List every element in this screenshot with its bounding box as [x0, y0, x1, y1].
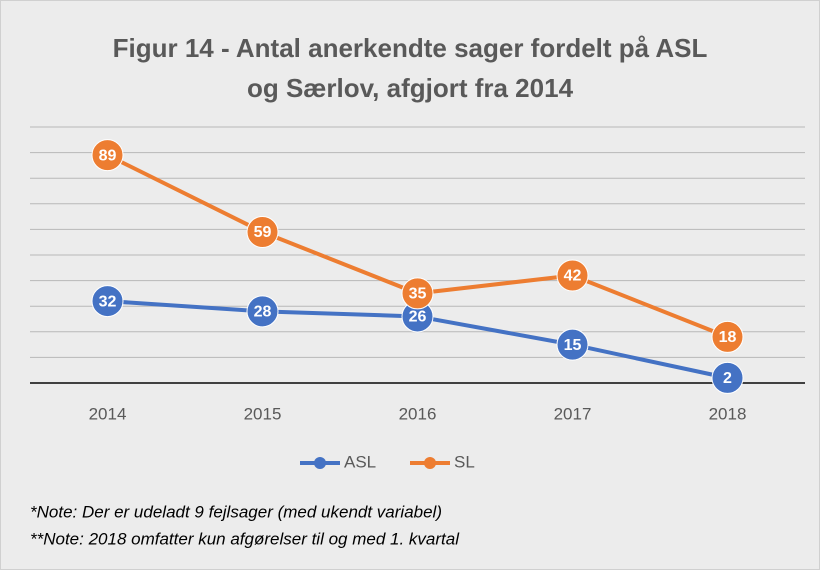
legend-marker: [314, 457, 326, 469]
data-label: 42: [564, 268, 582, 285]
x-tick-label: 2014: [89, 404, 127, 423]
data-label: 2: [723, 370, 732, 387]
data-label: 32: [99, 293, 117, 310]
data-point: [91, 285, 124, 318]
legend-label: SL: [454, 452, 475, 471]
data-label: 35: [409, 286, 427, 303]
data-label: 18: [719, 329, 737, 346]
chart-title: og Særlov, afgjort fra 2014: [247, 73, 574, 103]
note: **Note: 2018 omfatter kun afgørelser til…: [30, 529, 460, 548]
data-point: [401, 277, 434, 310]
data-label: 28: [254, 304, 272, 321]
data-label: 89: [99, 147, 117, 164]
data-point: [91, 139, 124, 172]
legend-label: ASL: [344, 452, 376, 471]
x-tick-label: 2016: [399, 404, 437, 423]
data-point: [246, 295, 279, 328]
data-point: [556, 328, 589, 361]
data-label: 59: [254, 224, 272, 241]
data-point: [711, 361, 744, 394]
note: *Note: Der er udeladt 9 fejlsager (med u…: [30, 502, 442, 521]
legend-marker: [424, 457, 436, 469]
x-tick-label: 2017: [554, 404, 592, 423]
chart-title: Figur 14 - Antal anerkendte sager fordel…: [113, 33, 708, 63]
x-tick-label: 2018: [709, 404, 747, 423]
data-point: [556, 259, 589, 292]
data-label: 26: [409, 309, 427, 326]
data-point: [711, 320, 744, 353]
x-tick-label: 2015: [244, 404, 282, 423]
data-point: [246, 215, 279, 248]
data-label: 15: [564, 337, 582, 354]
